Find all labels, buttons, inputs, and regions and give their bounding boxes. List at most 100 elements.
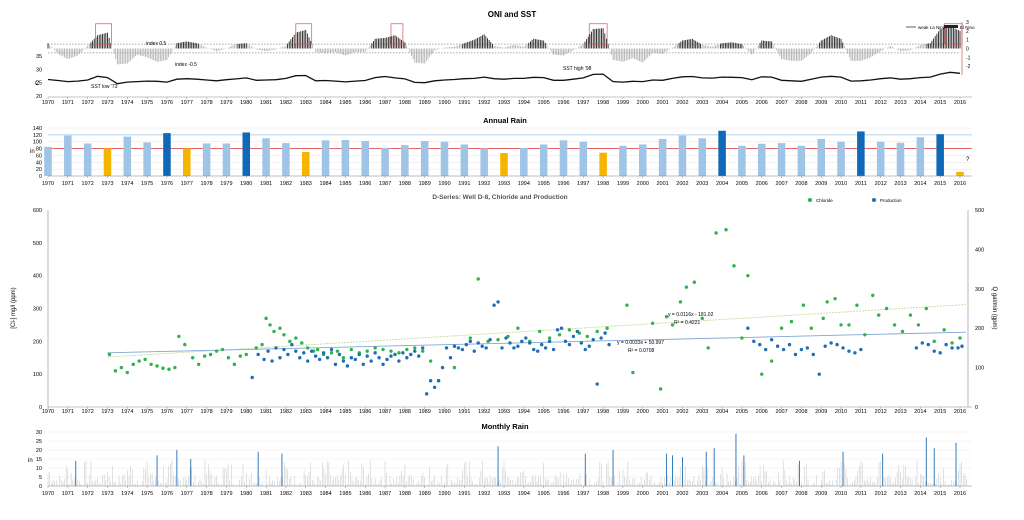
production-point <box>587 344 591 348</box>
index-neg-annotation: index -0.5 <box>175 62 197 68</box>
monthly-x-tick-label: 1985 <box>339 491 351 497</box>
oni-x-tick-label: 1988 <box>399 100 411 106</box>
production-point <box>769 337 774 342</box>
annual-y-tick-label: 0 <box>39 174 42 180</box>
production-point <box>555 328 560 332</box>
annual-rain-bar <box>956 171 964 176</box>
annual-rain-bar <box>123 136 132 176</box>
production-point <box>805 346 810 350</box>
production-point <box>357 352 361 357</box>
chloride-point <box>625 303 629 307</box>
annual-rain-bar <box>500 153 508 176</box>
production-point <box>496 300 500 304</box>
annual-x-tick-label: 1970 <box>42 181 54 187</box>
production-point <box>567 342 572 347</box>
monthly-x-tick-label: 1992 <box>478 491 490 497</box>
production-point <box>448 356 453 360</box>
oni-highlight-box <box>390 23 404 45</box>
monthly-x-tick-label: 2002 <box>676 491 688 497</box>
legend-production-marker <box>872 198 876 202</box>
chloride-point <box>724 228 728 232</box>
monthly-rain-ylabel: in <box>28 458 33 464</box>
monthly-x-tick-label: 1971 <box>62 491 74 497</box>
annual-rain-bar <box>876 141 885 176</box>
annual-x-tick-label: 1995 <box>538 181 550 187</box>
monthly-x-tick-label: 1972 <box>82 491 94 497</box>
annual-x-tick-label: 1993 <box>498 181 510 187</box>
chloride-point <box>220 347 225 352</box>
oni-x-tick-label: 1996 <box>557 100 569 106</box>
oni-x-tick-label: 1976 <box>161 100 173 106</box>
oni-x-tick-label: 2015 <box>934 100 946 106</box>
production-point <box>551 347 556 352</box>
annual-rain-bar <box>143 142 151 176</box>
production-point <box>547 339 552 344</box>
production-point <box>337 352 342 357</box>
production-point <box>746 326 750 330</box>
scatter-y-tick-label: 0 <box>39 405 42 411</box>
production-point <box>313 354 318 358</box>
annual-x-tick-label: 2012 <box>875 181 887 187</box>
chloride-point <box>125 370 130 375</box>
oni-x-tick-label: 1987 <box>379 100 391 106</box>
chloride-point <box>950 341 954 345</box>
oni-x-tick-label: 2002 <box>676 100 688 106</box>
production-point <box>500 346 504 350</box>
chloride-point <box>516 326 520 330</box>
oni-x-tick-label: 2012 <box>875 100 887 106</box>
monthly-y-tick-label: 30 <box>36 430 42 436</box>
monthly-x-tick-label: 2014 <box>914 491 926 497</box>
scatter-y-tick-label: 300 <box>33 307 42 313</box>
chloride-point <box>349 347 354 352</box>
annual-rain-bar <box>321 140 330 176</box>
chloride-point <box>900 329 905 334</box>
chloride-point <box>670 323 675 327</box>
scatter-x-tick-label: 2015 <box>934 409 946 415</box>
production-point <box>583 347 587 352</box>
production-point <box>333 362 338 367</box>
chloride-point <box>107 352 112 357</box>
oni-x-tick-label: 1972 <box>82 100 94 106</box>
scatter-y-tick-label: 500 <box>33 241 42 247</box>
monthly-y-tick-label: 0 <box>39 484 42 490</box>
production-point <box>452 344 457 348</box>
chloride-point <box>706 346 710 350</box>
chloride-point <box>452 365 457 370</box>
annual-rain-bar <box>44 146 52 176</box>
annual-rain-bar <box>282 143 290 176</box>
annual-x-tick-label: 1971 <box>62 181 74 187</box>
monthly-x-tick-label: 2000 <box>637 491 649 497</box>
scatter-x-tick-label: 1982 <box>280 409 292 415</box>
scatter-y-tick-label: 100 <box>33 372 42 378</box>
scatter-x-tick-label: 2012 <box>875 409 887 415</box>
annual-rain-bar <box>420 141 429 176</box>
monthly-x-tick-label: 2011 <box>855 491 867 497</box>
production-point <box>956 346 960 350</box>
production-point <box>298 356 302 360</box>
chloride-point <box>183 342 187 347</box>
chloride-point <box>537 329 542 334</box>
annual-y-tick-label: 140 <box>33 126 42 132</box>
annual-rain-bar <box>936 134 944 176</box>
production-point <box>536 349 540 353</box>
scatter-y2-tick-label: 200 <box>975 326 984 332</box>
annual-rain-bar <box>222 143 231 176</box>
annual-y-tick-label: 40 <box>36 160 42 166</box>
chloride-point <box>167 367 171 371</box>
annual-x-tick-label: 1973 <box>101 181 113 187</box>
oni-x-tick-label: 1980 <box>240 100 252 106</box>
production-point <box>428 379 433 383</box>
scatter-x-tick-label: 1984 <box>319 409 331 415</box>
production-point <box>345 364 350 368</box>
scatter-x-tick-label: 2010 <box>835 409 847 415</box>
chloride-point <box>547 336 552 340</box>
chloride-point <box>714 231 718 235</box>
oni-right-tick-label: 1 <box>966 38 969 44</box>
scatter-legend: Chloride Production <box>808 198 902 203</box>
chloride-point <box>413 346 417 350</box>
oni-x-tick-label: 1981 <box>260 100 272 106</box>
production-point <box>752 339 756 344</box>
chloride-point <box>260 342 264 347</box>
annual-rain-bar <box>381 147 389 176</box>
